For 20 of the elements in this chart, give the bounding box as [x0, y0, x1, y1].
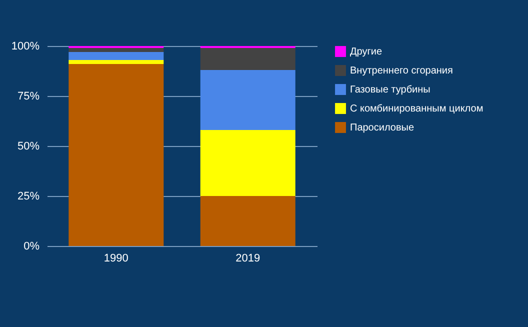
bar: [68, 48, 164, 52]
legend-label: Другие: [350, 46, 382, 58]
x-tick-label: 2019: [236, 252, 260, 264]
y-tick-label: 75%: [17, 90, 40, 102]
y-tick-label: 50%: [17, 140, 40, 152]
x-tick-label: 1990: [104, 252, 128, 264]
y-tick-label: 100%: [11, 40, 40, 52]
legend-label: Паросиловые: [350, 122, 414, 134]
bar: [200, 48, 296, 70]
legend-label: Газовые турбины: [350, 84, 430, 96]
bar: [200, 196, 296, 246]
bar: [68, 52, 164, 60]
bar: [200, 70, 296, 130]
y-tick-label: 25%: [17, 190, 40, 202]
bar: [68, 60, 164, 64]
bar: [68, 64, 164, 246]
legend-label: Внутреннего сгорания: [350, 66, 453, 76]
y-tick-label: 0%: [24, 240, 40, 252]
legend-label: С комбинированным циклом: [350, 104, 484, 114]
bar: [200, 130, 296, 196]
